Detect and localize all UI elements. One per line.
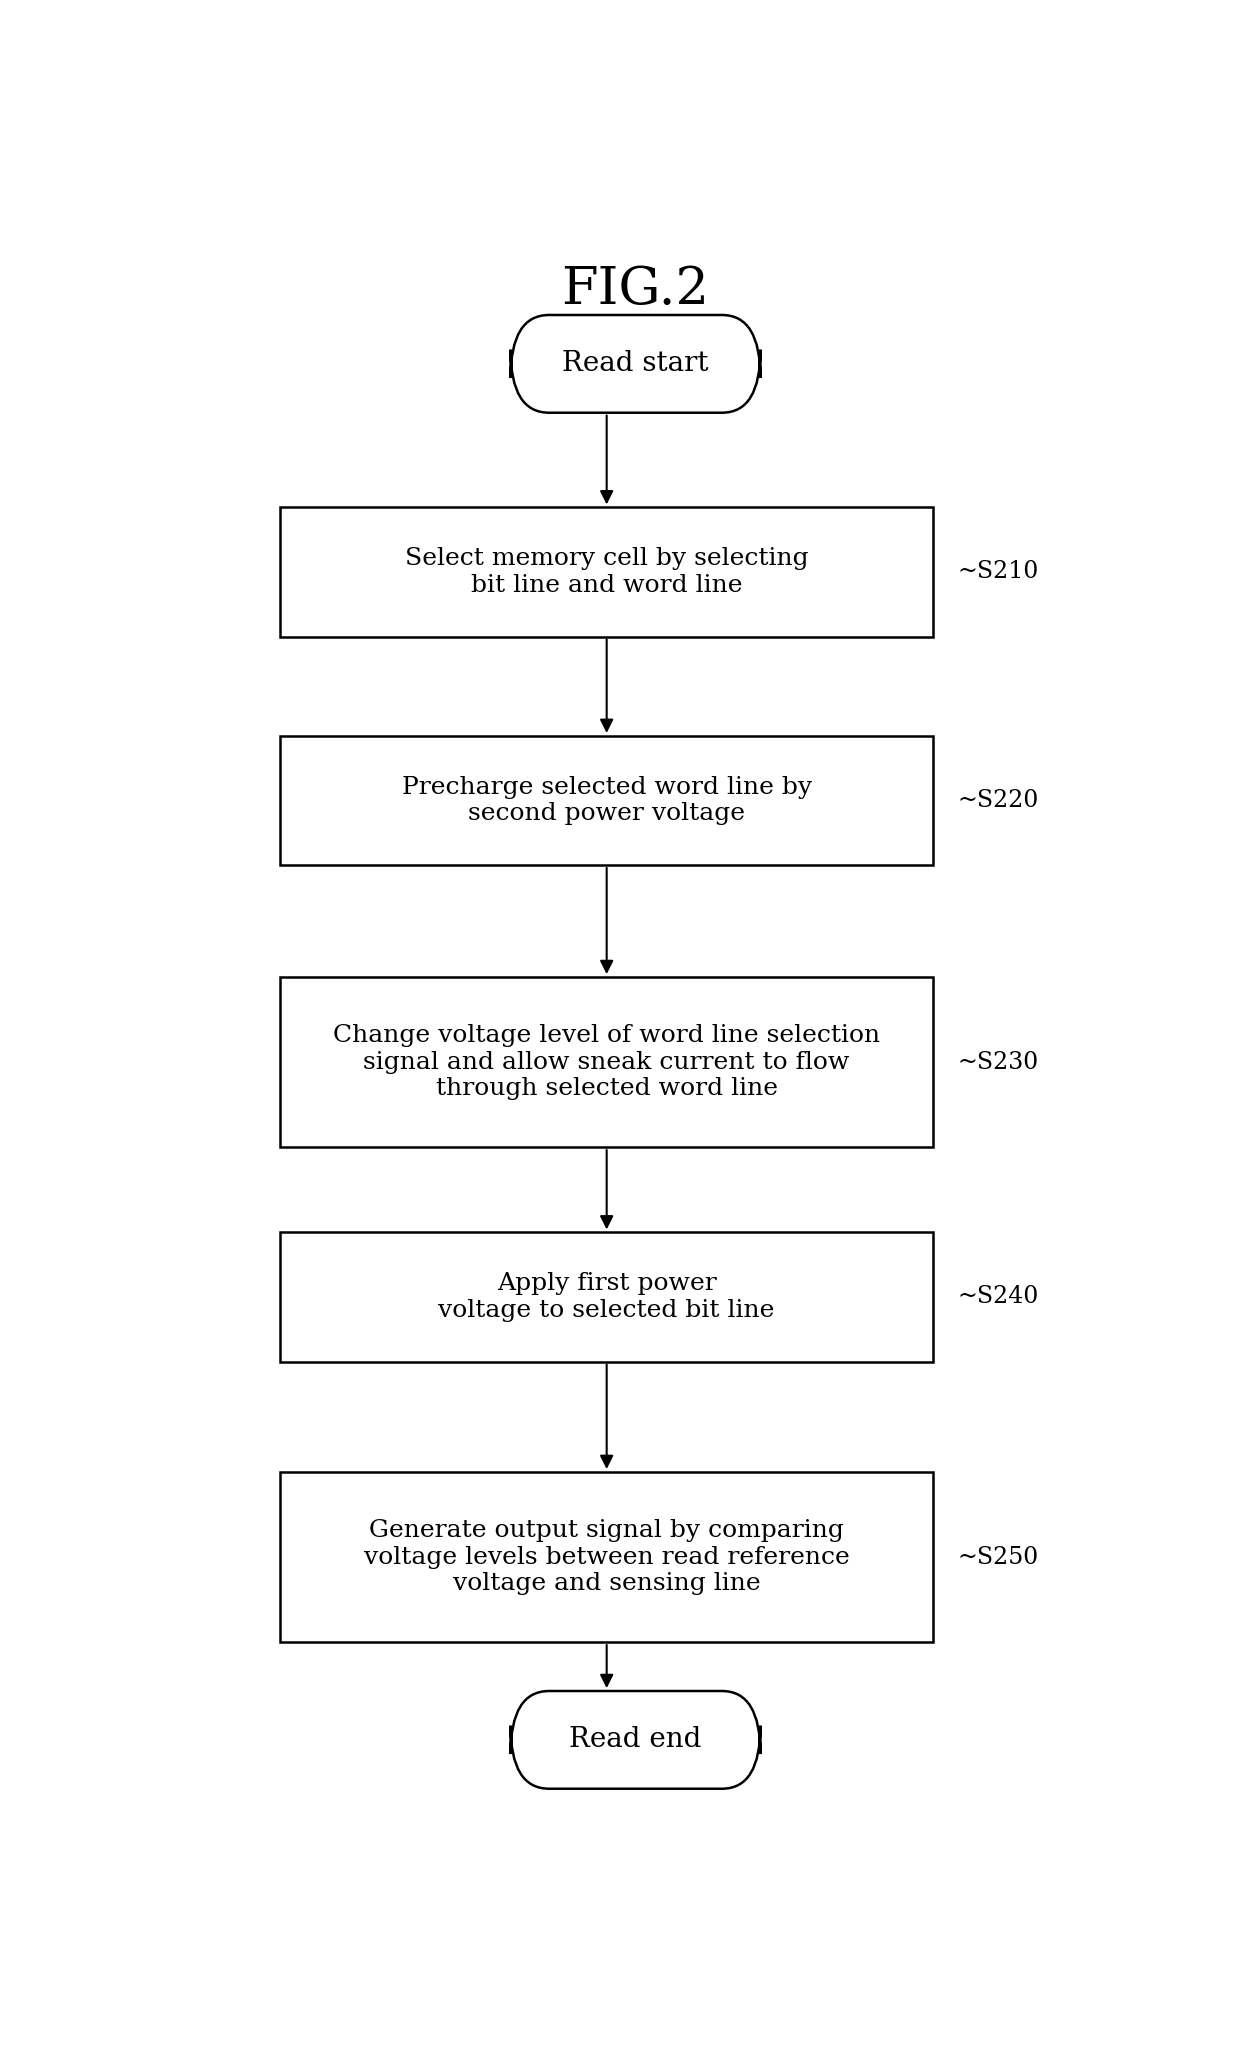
Text: ~S250: ~S250 bbox=[957, 1545, 1039, 1568]
FancyBboxPatch shape bbox=[511, 315, 760, 413]
Text: ~S230: ~S230 bbox=[957, 1050, 1039, 1073]
Text: ~S210: ~S210 bbox=[957, 561, 1039, 583]
Text: ~S240: ~S240 bbox=[957, 1286, 1039, 1308]
Text: Precharge selected word line by
second power voltage: Precharge selected word line by second p… bbox=[402, 776, 812, 825]
FancyBboxPatch shape bbox=[280, 976, 934, 1146]
FancyBboxPatch shape bbox=[280, 735, 934, 866]
Text: Change voltage level of word line selection
signal and allow sneak current to fl: Change voltage level of word line select… bbox=[334, 1024, 880, 1099]
Text: ~S220: ~S220 bbox=[957, 788, 1039, 813]
FancyBboxPatch shape bbox=[511, 1691, 760, 1789]
Text: Generate output signal by comparing
voltage levels between read reference
voltag: Generate output signal by comparing volt… bbox=[363, 1519, 849, 1595]
Text: Read start: Read start bbox=[562, 350, 709, 377]
Text: Select memory cell by selecting
bit line and word line: Select memory cell by selecting bit line… bbox=[404, 547, 808, 598]
Text: Apply first power
voltage to selected bit line: Apply first power voltage to selected bi… bbox=[439, 1271, 775, 1322]
FancyBboxPatch shape bbox=[280, 1472, 934, 1642]
FancyBboxPatch shape bbox=[280, 1232, 934, 1361]
Text: Read end: Read end bbox=[569, 1726, 702, 1754]
Text: FIG.2: FIG.2 bbox=[562, 264, 709, 315]
FancyBboxPatch shape bbox=[280, 508, 934, 637]
